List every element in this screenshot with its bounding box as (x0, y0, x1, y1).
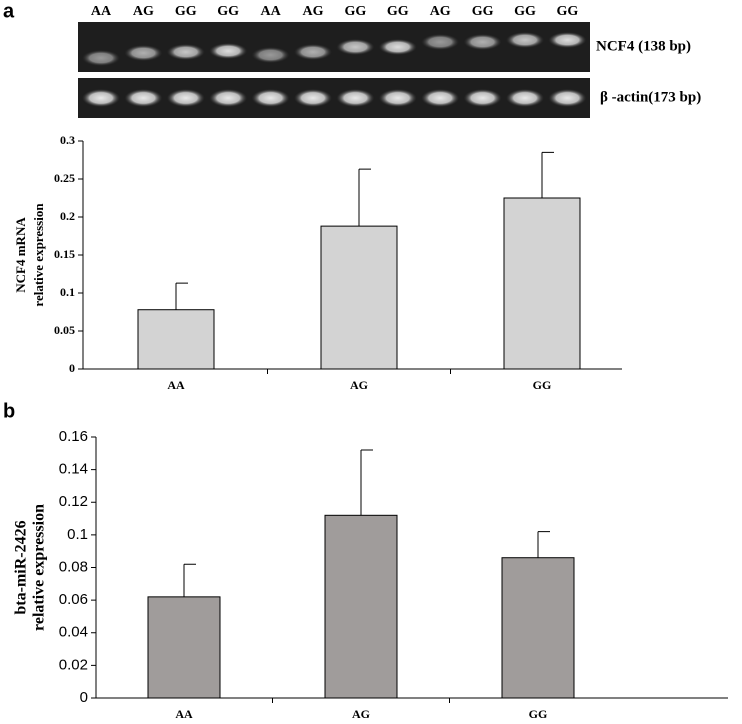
panel-label: a (3, 0, 15, 22)
gel-band (463, 89, 502, 107)
gel-band (548, 32, 587, 48)
gel-band (209, 43, 248, 59)
gel-band (506, 32, 544, 48)
y-axis-label: relative expression (31, 504, 48, 631)
lane-label: AA (260, 4, 281, 19)
y-tick-label: 0.16 (59, 428, 88, 445)
gel-band (421, 89, 460, 107)
error-bar (175, 282, 188, 310)
panel-label: b (3, 400, 15, 422)
gel-band (82, 50, 120, 66)
y-tick-label: 0.25 (54, 171, 75, 185)
y-axis-label: bta-miR-2426 (13, 520, 30, 614)
bar (503, 197, 581, 370)
error-bar (541, 151, 554, 198)
x-tick-label: AG (350, 378, 368, 392)
y-tick-label: 0.15 (54, 247, 75, 261)
lane-label: GG (345, 4, 367, 19)
y-tick-label: 0.1 (60, 285, 75, 299)
gel-band (421, 34, 460, 50)
lane-label: GG (387, 4, 409, 19)
gel-ncf4 (78, 22, 590, 72)
gel-band (124, 89, 163, 107)
lane-label: GG (514, 4, 536, 19)
lane-label: GG (557, 4, 579, 19)
y-axis-label: NCF4 mRNA (13, 217, 28, 293)
gel-band (251, 47, 290, 63)
bar (324, 514, 398, 699)
lane-label: GG (175, 4, 197, 19)
gel-band (336, 89, 375, 107)
y-tick-label: 0.08 (59, 558, 88, 575)
error-bar (358, 168, 371, 227)
lane-label: AG (430, 4, 451, 19)
gel-band (506, 89, 544, 107)
error-bar (183, 563, 196, 597)
lane-label: AG (303, 4, 324, 19)
gel-band (166, 44, 205, 60)
y-tick-label: 0.04 (59, 624, 88, 641)
bar (147, 596, 221, 699)
x-tick-label: AG (352, 707, 370, 721)
gel-band (294, 89, 332, 107)
band-label: NCF4 (138 bp) (596, 38, 691, 54)
gel-band (82, 89, 120, 107)
y-tick-label: 0.3 (60, 133, 75, 147)
gel-band (251, 89, 290, 107)
y-tick-label: 0.1 (67, 526, 88, 543)
error-bar (537, 531, 550, 558)
gel-band (378, 89, 417, 107)
y-tick-label: 0.05 (54, 323, 75, 337)
lane-label: GG (217, 4, 239, 19)
gel-band (548, 89, 587, 107)
y-axis-label: relative expression (31, 203, 46, 307)
lane-label: GG (472, 4, 494, 19)
gel-band (463, 34, 502, 50)
gel-actin (78, 78, 590, 118)
x-tick-label: AA (167, 378, 185, 392)
x-tick-label: GG (533, 378, 552, 392)
gel-band (294, 44, 332, 60)
y-tick-label: 0 (80, 689, 88, 706)
lane-label: AA (91, 4, 112, 19)
gel-band (124, 45, 163, 61)
bar (501, 557, 575, 699)
gel-band (209, 89, 248, 107)
bar (320, 225, 398, 370)
y-tick-label: 0.06 (59, 591, 88, 608)
bar (137, 309, 215, 370)
y-tick-label: 0.02 (59, 656, 88, 673)
y-tick-label: 0.2 (60, 209, 75, 223)
y-tick-label: 0.12 (59, 493, 88, 510)
band-label: β -actin(173 bp) (600, 89, 701, 105)
gel-band (166, 89, 205, 107)
error-bar (360, 449, 373, 516)
x-tick-label: GG (529, 707, 548, 721)
x-tick-label: AA (175, 707, 193, 721)
y-tick-label: 0 (69, 361, 75, 375)
gel-band (378, 39, 417, 55)
lane-label: AG (133, 4, 154, 19)
y-tick-label: 0.14 (59, 461, 88, 478)
gel-band (336, 39, 375, 55)
